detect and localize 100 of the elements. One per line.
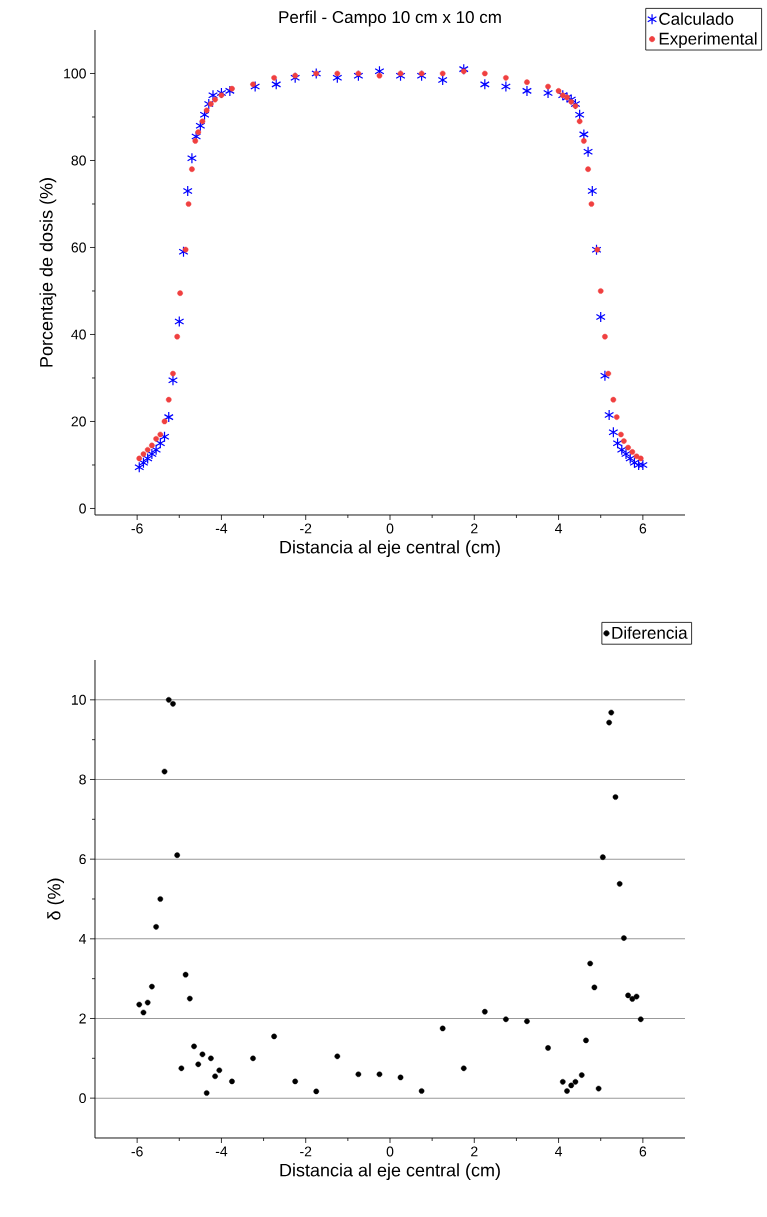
- point: [155, 437, 166, 449]
- point: [583, 146, 593, 158]
- point: [625, 444, 631, 451]
- point: [613, 414, 620, 420]
- point: [524, 79, 530, 85]
- point: [199, 1051, 206, 1058]
- point: [170, 370, 176, 377]
- point: [439, 70, 446, 77]
- point: [290, 72, 301, 84]
- point: [570, 98, 581, 110]
- point: [250, 1055, 256, 1062]
- x-axis-title: Distancia al eje central (cm): [280, 540, 500, 558]
- point: [334, 1053, 341, 1060]
- point: [189, 166, 195, 172]
- point: [482, 1008, 488, 1015]
- point: [157, 896, 164, 902]
- y-tick-label: 10: [71, 694, 86, 705]
- y-tick-label: 8: [79, 774, 86, 785]
- point: [604, 409, 615, 421]
- point: [395, 70, 406, 82]
- point: [140, 1009, 147, 1016]
- y-tick-label: 100: [64, 68, 86, 79]
- point: [545, 83, 551, 90]
- x-tick-label: -6: [131, 523, 143, 534]
- point: [292, 1078, 298, 1085]
- point: [165, 396, 172, 403]
- x-tick-label: 4: [554, 523, 563, 534]
- y-tick-label: 40: [71, 329, 86, 340]
- point: [271, 78, 282, 90]
- point: [555, 88, 562, 94]
- point: [134, 461, 145, 473]
- x-tick-label: -2: [300, 1146, 312, 1157]
- point: [195, 120, 206, 132]
- point: [199, 109, 210, 121]
- point: [149, 442, 155, 449]
- point: [545, 1045, 551, 1051]
- point: [161, 768, 168, 775]
- point: [458, 63, 469, 75]
- point: [418, 70, 425, 77]
- point: [621, 935, 627, 941]
- point: [192, 138, 199, 144]
- point: [153, 924, 159, 930]
- point: [629, 996, 636, 1002]
- point: [182, 185, 193, 197]
- point: [203, 107, 210, 114]
- x-tick-label: 0: [386, 523, 394, 534]
- x-tick-label: 2: [471, 1146, 478, 1157]
- point: [397, 70, 404, 77]
- point: [503, 75, 509, 81]
- point: [136, 455, 143, 462]
- point: [568, 98, 575, 105]
- point: [353, 70, 364, 82]
- point: [178, 246, 189, 258]
- point: [163, 411, 174, 423]
- point: [572, 103, 579, 109]
- x-tick-label: 4: [554, 1146, 563, 1157]
- point: [559, 1079, 566, 1085]
- point: [149, 983, 155, 990]
- point: [153, 436, 159, 442]
- point: [144, 999, 151, 1006]
- point: [216, 87, 227, 99]
- point: [157, 431, 164, 438]
- x-tick-label: -2: [300, 523, 312, 534]
- point: [581, 138, 587, 144]
- point: [170, 701, 176, 707]
- point: [271, 1033, 277, 1040]
- point: [576, 118, 583, 125]
- x-tick-label: 6: [639, 1146, 647, 1157]
- y-tick-label: 2: [79, 1013, 86, 1024]
- x-tick-label: 6: [639, 523, 647, 534]
- point: [460, 68, 467, 75]
- point: [568, 1082, 575, 1089]
- point: [250, 81, 256, 88]
- y-tick-label: 0: [79, 503, 86, 514]
- point: [313, 1088, 320, 1095]
- point: [178, 1065, 185, 1072]
- y-tick-label: 60: [71, 242, 86, 253]
- point: [146, 448, 157, 460]
- legend-label: Experimental: [659, 32, 757, 49]
- point: [522, 85, 532, 97]
- point: [208, 89, 218, 101]
- point: [212, 96, 218, 103]
- point: [376, 1071, 383, 1078]
- point: [605, 370, 612, 377]
- point: [355, 70, 362, 77]
- point: [591, 984, 598, 991]
- point: [564, 1088, 570, 1094]
- y-tick-label: 0: [79, 1093, 86, 1104]
- point: [174, 852, 180, 858]
- point: [600, 370, 610, 382]
- point: [136, 1001, 143, 1008]
- x-tick-label: -4: [215, 523, 228, 534]
- point: [612, 794, 619, 800]
- point: [585, 166, 591, 172]
- x-tick-label: -4: [215, 1146, 228, 1157]
- point: [500, 80, 511, 93]
- point: [572, 1079, 579, 1085]
- point: [418, 1088, 425, 1094]
- point: [199, 118, 206, 125]
- point: [629, 449, 636, 455]
